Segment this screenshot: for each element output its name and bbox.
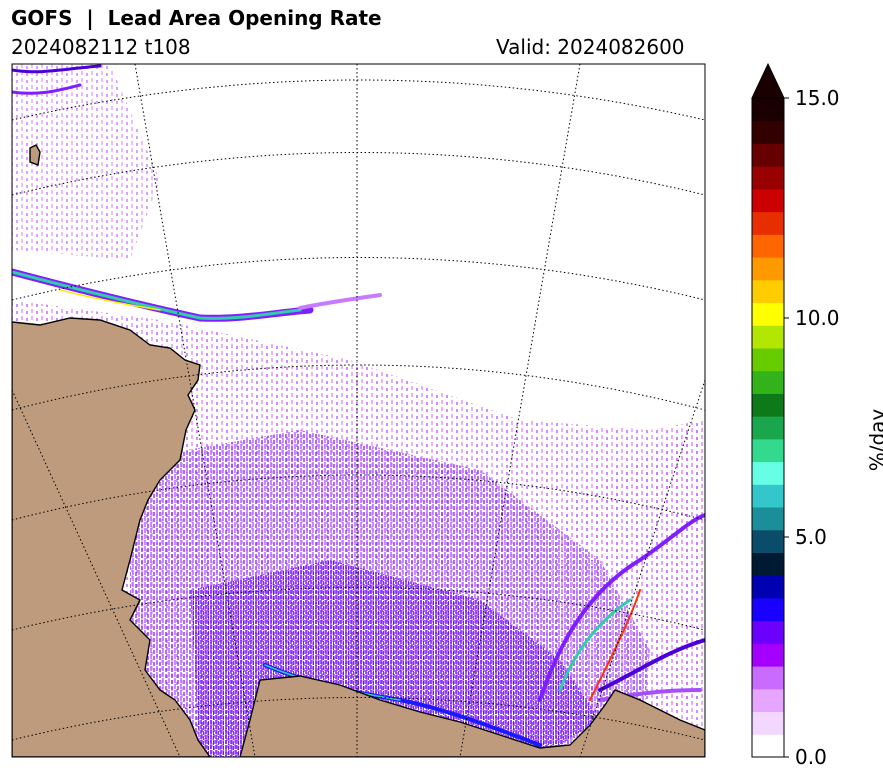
- colorbar-segment: [752, 302, 784, 326]
- colorbar-segment: [752, 211, 784, 235]
- lead-streaks: [12, 64, 705, 747]
- colorbar-tick-label: 0.0: [795, 745, 827, 769]
- colorbar-segment: [752, 552, 784, 576]
- colorbar-segment: [752, 688, 784, 713]
- colorbar-segments: [752, 98, 784, 758]
- colorbar-tick-label: 10.0: [795, 306, 840, 330]
- colorbar-segment: [752, 529, 784, 553]
- colorbar-segment: [752, 461, 784, 485]
- colorbar-segment: [752, 257, 784, 281]
- colorbar-segment: [752, 507, 784, 531]
- colorbar-segment: [752, 438, 784, 463]
- map-frame: [11, 63, 706, 758]
- colorbar-segment: [752, 325, 784, 349]
- colorbar-ticks: [784, 97, 789, 758]
- colorbar-tick-label: 5.0: [795, 525, 827, 549]
- colorbar-segment: [752, 711, 784, 735]
- colorbar-segment: [752, 643, 784, 667]
- colorbar-segment: [752, 370, 784, 394]
- colorbar-segment: [752, 620, 784, 644]
- map-content: [12, 64, 705, 757]
- land: [12, 144, 705, 757]
- colorbar-segment: [752, 188, 784, 213]
- colorbar-segment: [752, 393, 784, 417]
- chart-title: GOFS | Lead Area Opening Rate: [11, 6, 382, 30]
- colorbar-segment: [752, 734, 784, 758]
- colorbar-segment: [752, 234, 784, 258]
- colorbar-segment: [752, 347, 784, 372]
- colorbar-label: %/day: [865, 408, 883, 472]
- colorbar-segment: [752, 597, 784, 622]
- colorbar-segment: [752, 575, 784, 599]
- colorbar-segment: [752, 143, 784, 167]
- colorbar-segment: [752, 416, 784, 440]
- init-time-label: 2024082112 t108: [11, 35, 191, 59]
- colorbar-extend-arrow: [751, 62, 785, 99]
- colorbar-segment: [752, 98, 784, 122]
- colorbar-frame: [751, 97, 785, 758]
- colorbar-segment: [752, 484, 784, 508]
- valid-time-label: Valid: 2024082600: [496, 35, 685, 59]
- colorbar-segment: [752, 166, 784, 190]
- colorbar-segment: [752, 666, 784, 690]
- colorbar-segment: [752, 120, 784, 144]
- colorbar-segment: [752, 279, 784, 304]
- colorbar-tick-label: 15.0: [795, 86, 840, 110]
- graticule: [12, 64, 705, 757]
